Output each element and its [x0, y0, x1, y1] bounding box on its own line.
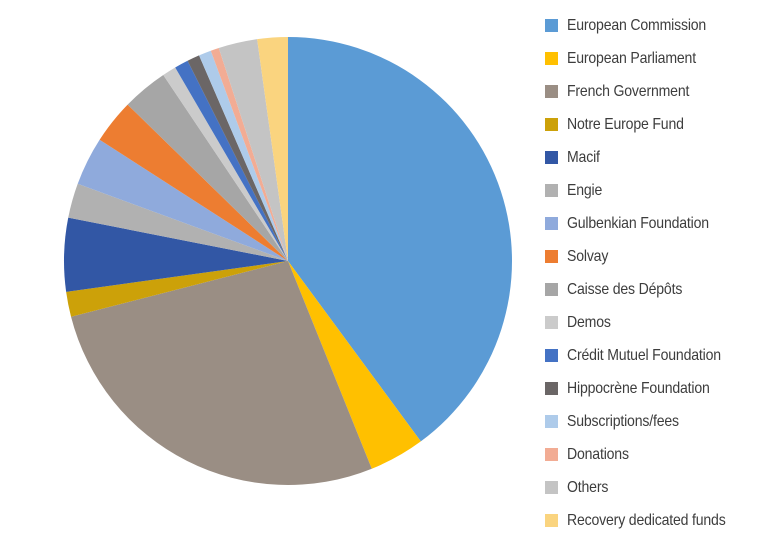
pie-slice[interactable] [127, 74, 288, 261]
pie-slice[interactable] [218, 39, 288, 261]
pie-slice[interactable] [288, 261, 421, 469]
legend-swatch-icon [545, 514, 558, 527]
legend-swatch-icon [545, 184, 558, 197]
legend-swatch-icon [545, 118, 558, 131]
legend-swatch-icon [545, 316, 558, 329]
legend-item: European Commission [545, 9, 747, 42]
legend-item: Caisse des Dépôts [545, 273, 747, 306]
legend-item: Others [545, 471, 747, 504]
legend-item: Solvay [545, 240, 747, 273]
legend-item: Engie [545, 174, 747, 207]
legend-item: Recovery dedicated funds [545, 504, 747, 537]
pie-slice[interactable] [77, 139, 288, 261]
legend-label: Macif [567, 148, 600, 166]
legend-item: Gulbenkian Foundation [545, 207, 747, 240]
legend-label: Subscriptions/fees [567, 412, 679, 430]
legend-swatch-icon [545, 151, 558, 164]
legend-item: Crédit Mutuel Foundation [545, 339, 747, 372]
legend-item: Donations [545, 438, 747, 471]
legend-swatch-icon [545, 250, 558, 263]
legend-item: Demos [545, 306, 747, 339]
legend-swatch-icon [545, 481, 558, 494]
legend-label: Hippocrène Foundation [567, 379, 710, 397]
legend-label: Donations [567, 445, 629, 463]
pie-slice[interactable] [257, 37, 288, 261]
legend-item: Subscriptions/fees [545, 405, 747, 438]
legend-label: Solvay [567, 247, 609, 265]
pie-slice[interactable] [66, 261, 288, 317]
legend-swatch-icon [545, 283, 558, 296]
pie-slice[interactable] [210, 47, 288, 262]
legend-swatch-icon [545, 217, 558, 230]
legend-label: Notre Europe Fund [567, 115, 684, 133]
legend-swatch-icon [545, 448, 558, 461]
legend-item: European Parliament [545, 42, 747, 75]
legend-label: Recovery dedicated funds [567, 511, 726, 529]
pie-slice[interactable] [64, 217, 288, 292]
legend-swatch-icon [545, 382, 558, 395]
legend-item: Notre Europe Fund [545, 108, 747, 141]
legend-swatch-icon [545, 349, 558, 362]
pie-slice[interactable] [175, 60, 288, 261]
legend-label: Gulbenkian Foundation [567, 214, 709, 232]
legend-item: Macif [545, 141, 747, 174]
legend-swatch-icon [545, 85, 558, 98]
pie-slice[interactable] [99, 104, 288, 261]
pie-slice[interactable] [288, 37, 513, 442]
legend-label: French Government [567, 82, 690, 100]
legend: European Commission European Parliament … [545, 9, 747, 537]
pie-slice[interactable] [187, 55, 288, 261]
legend-swatch-icon [545, 52, 558, 65]
legend-label: Caisse des Dépôts [567, 280, 683, 298]
legend-label: Others [567, 478, 609, 496]
pie-slice[interactable] [199, 50, 288, 261]
pie-slice[interactable] [68, 183, 289, 261]
legend-label: Demos [567, 313, 611, 331]
pie-slice[interactable] [71, 261, 372, 486]
legend-label: European Parliament [567, 49, 696, 67]
legend-label: European Commission [567, 16, 707, 34]
legend-item: Hippocrène Foundation [545, 372, 747, 405]
legend-label: Crédit Mutuel Foundation [567, 346, 721, 364]
pie-slice[interactable] [163, 67, 288, 261]
legend-label: Engie [567, 181, 603, 199]
legend-swatch-icon [545, 415, 558, 428]
legend-item: French Government [545, 75, 747, 108]
legend-swatch-icon [545, 19, 558, 32]
